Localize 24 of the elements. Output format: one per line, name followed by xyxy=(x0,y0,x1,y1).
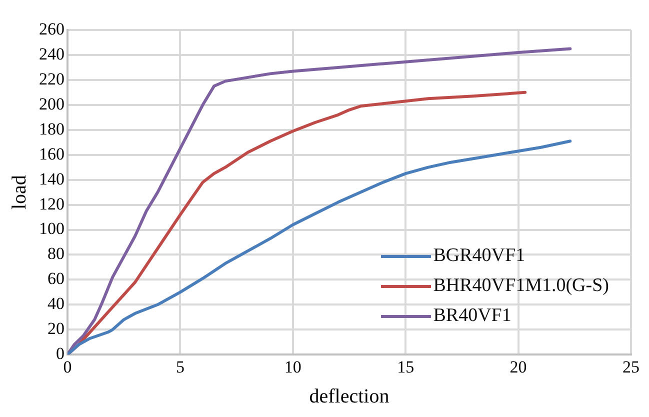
y-tick-label: 0 xyxy=(56,344,64,364)
y-tick-label: 80 xyxy=(48,244,64,264)
x-tick-label: 10 xyxy=(284,357,302,376)
y-tick-label: 160 xyxy=(39,144,64,164)
x-tick-label: 5 xyxy=(176,357,184,376)
y-tick-label: 240 xyxy=(39,44,64,64)
y-axis-title: load xyxy=(8,175,30,210)
y-tick-label: 220 xyxy=(39,69,64,88)
y-tick-label: 180 xyxy=(39,119,64,138)
legend-label: BHR40VF1M1.0(G-S) xyxy=(433,274,609,298)
x-tick-label: 20 xyxy=(510,357,527,376)
y-tick-label: 40 xyxy=(48,294,64,314)
legend-label: BR40VF1 xyxy=(433,304,512,328)
y-tick-label: 100 xyxy=(39,219,64,238)
legend-label: BGR40VF1 xyxy=(433,244,526,268)
x-axis-title: deflection xyxy=(309,385,390,408)
y-tick-label: 20 xyxy=(48,319,64,338)
y-tick-label: 200 xyxy=(39,94,64,114)
y-tick-label: 260 xyxy=(39,19,64,38)
x-tick-label: 25 xyxy=(622,357,640,376)
y-tick-label: 120 xyxy=(39,194,64,214)
x-tick-label: 15 xyxy=(397,357,414,376)
y-tick-label: 140 xyxy=(39,169,64,188)
y-tick-label: 60 xyxy=(48,269,64,288)
